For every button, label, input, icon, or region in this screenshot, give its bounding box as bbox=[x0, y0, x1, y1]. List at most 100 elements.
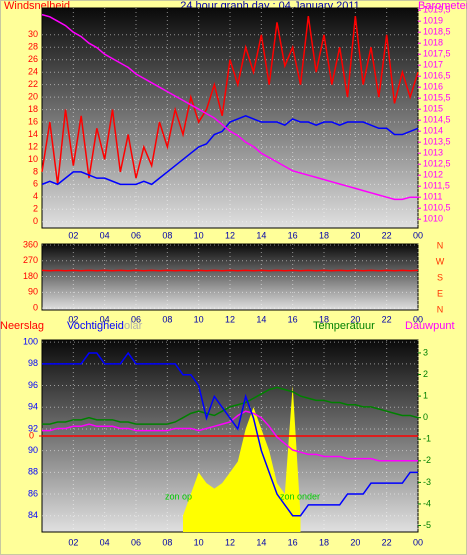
y2-tick-label: -5 bbox=[423, 520, 431, 530]
x-tick-label: 20 bbox=[350, 537, 360, 547]
left-axis-title: Windsnelheid bbox=[4, 0, 70, 12]
y2-tick-label: -2 bbox=[423, 455, 431, 465]
direction-label: E bbox=[437, 288, 443, 298]
x-tick-label: 02 bbox=[68, 230, 78, 240]
y-tick-label: 6 bbox=[33, 179, 38, 189]
y2-tick-label: 1014 bbox=[423, 126, 443, 136]
x-tick-label: 18 bbox=[319, 314, 329, 324]
y2-tick-label: -3 bbox=[423, 477, 431, 487]
y-tick-label: 22 bbox=[28, 79, 38, 89]
x-tick-label: 06 bbox=[131, 314, 141, 324]
y2-tick-label: 0 bbox=[423, 412, 428, 422]
y2-tick-label: 1012,5 bbox=[423, 159, 451, 169]
x-tick-label: 04 bbox=[100, 230, 110, 240]
y-tick-label: 2 bbox=[33, 204, 38, 214]
x-tick-label: 08 bbox=[162, 537, 172, 547]
y2-tick-label: 1014,5 bbox=[423, 115, 451, 125]
dewpoint-label: Dauwpunt bbox=[405, 320, 455, 332]
y2-tick-label: 1016,5 bbox=[423, 71, 451, 81]
y-tick-label: 4 bbox=[33, 191, 38, 201]
x-tick-label: 00 bbox=[413, 314, 423, 324]
series-line bbox=[41, 15, 419, 185]
annotation: zon op bbox=[165, 491, 192, 501]
humidity-label: Vochtigheid bbox=[67, 320, 124, 332]
x-tick-label: 22 bbox=[382, 314, 392, 324]
direction-label: N bbox=[437, 240, 444, 250]
x-tick-label: 04 bbox=[100, 314, 110, 324]
x-tick-label: 02 bbox=[68, 314, 78, 324]
x-tick-label: 00 bbox=[413, 537, 423, 547]
y2-tick-label: 1018 bbox=[423, 38, 443, 48]
x-tick-label: 20 bbox=[350, 230, 360, 240]
y-tick-label: 0 bbox=[33, 216, 38, 226]
y2-tick-label: 1017 bbox=[423, 60, 443, 70]
y2-tick-label: 1013 bbox=[423, 148, 443, 158]
rain-label: Neerslag bbox=[0, 320, 44, 332]
solar-area bbox=[183, 385, 301, 532]
x-tick-label: 14 bbox=[256, 230, 266, 240]
y2-tick-label: 1015 bbox=[423, 104, 443, 114]
x-tick-label: 06 bbox=[131, 230, 141, 240]
x-tick-label: 10 bbox=[194, 230, 204, 240]
y-tick-label: 84 bbox=[28, 510, 38, 520]
y-tick-label: 92 bbox=[28, 423, 38, 433]
direction-label: N bbox=[437, 304, 444, 314]
x-tick-label: 08 bbox=[162, 314, 172, 324]
x-tick-label: 08 bbox=[162, 230, 172, 240]
y2-tick-label: 1010,5 bbox=[423, 203, 451, 213]
y-tick-label: 8 bbox=[33, 166, 38, 176]
annotation: zon onder bbox=[280, 491, 320, 501]
y-tick-label: 100 bbox=[23, 337, 38, 347]
y2-tick-label: 1012 bbox=[423, 170, 443, 180]
y2-tick-label: 1018,5 bbox=[423, 27, 451, 37]
y-tick-label: 28 bbox=[28, 42, 38, 52]
x-tick-label: 10 bbox=[194, 314, 204, 324]
y-tick-label: 86 bbox=[28, 488, 38, 498]
y-tick-label: 18 bbox=[28, 104, 38, 114]
x-tick-label: 06 bbox=[131, 537, 141, 547]
y-tick-label: 88 bbox=[28, 467, 38, 477]
series-line bbox=[42, 351, 418, 517]
x-tick-label: 12 bbox=[225, 537, 235, 547]
series-line bbox=[41, 13, 418, 201]
chart-title: 24 hour graph day : 04 January 2011 bbox=[180, 0, 360, 12]
y2-tick-label: -4 bbox=[423, 498, 431, 508]
x-tick-label: 14 bbox=[256, 314, 266, 324]
solar-label: olar bbox=[124, 320, 143, 332]
y2-tick-label: 1 bbox=[423, 390, 428, 400]
x-tick-label: 22 bbox=[382, 537, 392, 547]
right-axis-title: Barometer bbox=[418, 0, 467, 12]
y-tick-label: 12 bbox=[28, 141, 38, 151]
y2-tick-label: 1017,5 bbox=[423, 49, 451, 59]
x-tick-label: 10 bbox=[194, 537, 204, 547]
y-tick-label: 180 bbox=[23, 271, 38, 281]
temperature-label: Temperatuur bbox=[313, 320, 375, 332]
y2-tick-label: 3 bbox=[423, 347, 428, 357]
y2-tick-label: 1015,5 bbox=[423, 93, 451, 103]
x-tick-label: 04 bbox=[100, 537, 110, 547]
y-tick-label: 30 bbox=[28, 29, 38, 39]
y-tick-label: 360 bbox=[23, 239, 38, 249]
y2-tick-label: 1019 bbox=[423, 16, 443, 26]
series-line bbox=[41, 115, 419, 186]
direction-label: W bbox=[436, 256, 445, 266]
plot-area bbox=[41, 7, 419, 229]
y2-tick-label: 1011,5 bbox=[423, 181, 450, 191]
y-tick-label: 10 bbox=[28, 154, 38, 164]
y-tick-label: 16 bbox=[28, 116, 38, 126]
y-tick-label: 90 bbox=[28, 445, 38, 455]
y2-tick-label: 1013,5 bbox=[423, 137, 451, 147]
y-tick-label: 96 bbox=[28, 380, 38, 390]
y2-tick-label: 1010 bbox=[423, 214, 443, 224]
y2-tick-label: 1011 bbox=[423, 192, 442, 202]
y-tick-label: 20 bbox=[28, 91, 38, 101]
y-tick-label: 98 bbox=[28, 358, 38, 368]
y-tick-label: 14 bbox=[28, 129, 38, 139]
x-tick-label: 16 bbox=[288, 314, 298, 324]
y2-tick-label: -1 bbox=[423, 434, 431, 444]
series-line bbox=[42, 410, 418, 462]
y3-tick-label: 0 bbox=[29, 430, 34, 440]
x-tick-label: 02 bbox=[68, 537, 78, 547]
direction-label: S bbox=[437, 272, 443, 282]
series-line bbox=[42, 386, 419, 425]
